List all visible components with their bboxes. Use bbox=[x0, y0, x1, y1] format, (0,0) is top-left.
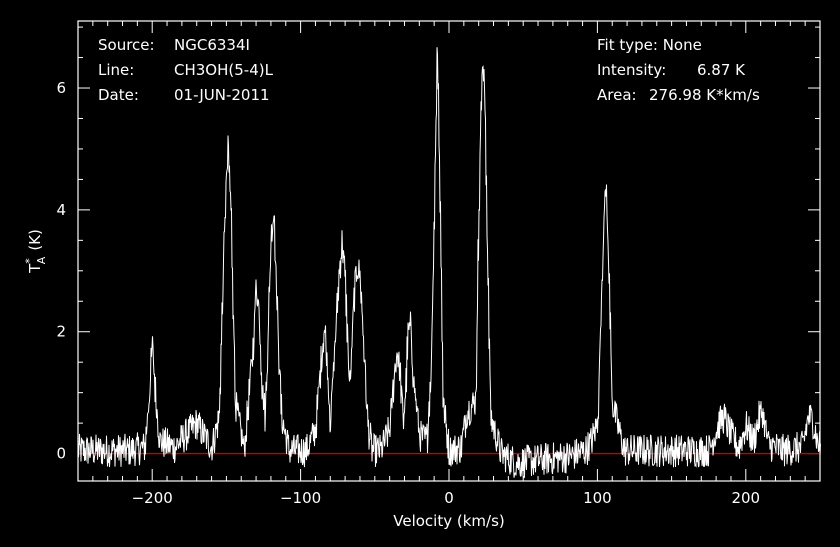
y-label-unit: (K) bbox=[26, 229, 44, 251]
fit-type-label: Fit type: bbox=[597, 36, 658, 54]
fit-type-row: Fit type: None bbox=[597, 36, 702, 54]
y-tick-label: 2 bbox=[56, 323, 66, 341]
area-value: 276.98 K*km/s bbox=[649, 86, 760, 104]
date-value: 01-JUN-2011 bbox=[174, 86, 270, 104]
spectrum-line bbox=[77, 47, 821, 479]
x-tick-label: 100 bbox=[583, 489, 612, 507]
line-label: Line: bbox=[98, 61, 135, 79]
source-label: Source: bbox=[98, 36, 155, 54]
intensity-label: Intensity: bbox=[597, 61, 667, 79]
source-value: NGC6334I bbox=[174, 36, 250, 54]
area-label: Area: bbox=[597, 86, 637, 104]
intensity-row: Intensity: 6.87 K bbox=[597, 61, 745, 79]
y-tick-label: 4 bbox=[56, 201, 66, 219]
line-value: CH3OH(5-4)L bbox=[174, 61, 273, 79]
date-label: Date: bbox=[98, 86, 139, 104]
x-tick-label: 0 bbox=[444, 489, 454, 507]
x-tick-label: −200 bbox=[132, 489, 173, 507]
axis-ticks bbox=[77, 21, 821, 481]
y-tick-label: 6 bbox=[56, 79, 66, 97]
line-row: Line: CH3OH(5-4)L bbox=[98, 61, 273, 79]
x-axis-label: Velocity (km/s) bbox=[393, 512, 504, 530]
y-axis-label: T*A (K) bbox=[23, 229, 48, 274]
area-row: Area: 276.98 K*km/s bbox=[597, 86, 760, 104]
x-tick-label: −100 bbox=[280, 489, 321, 507]
fit-type-value: None bbox=[662, 36, 702, 54]
x-tick-label: 200 bbox=[731, 489, 760, 507]
y-tick-label: 0 bbox=[56, 445, 66, 463]
y-label-main: T bbox=[26, 263, 44, 274]
y-label-sup: * bbox=[23, 258, 36, 264]
source-row: Source: NGC6334I bbox=[98, 36, 250, 54]
axis-tick-labels: −200 −100 0 100 200 0 2 4 6 bbox=[56, 79, 760, 507]
intensity-value: 6.87 K bbox=[697, 61, 746, 79]
y-label-sub: A bbox=[35, 256, 48, 264]
date-row: Date: 01-JUN-2011 bbox=[98, 86, 270, 104]
